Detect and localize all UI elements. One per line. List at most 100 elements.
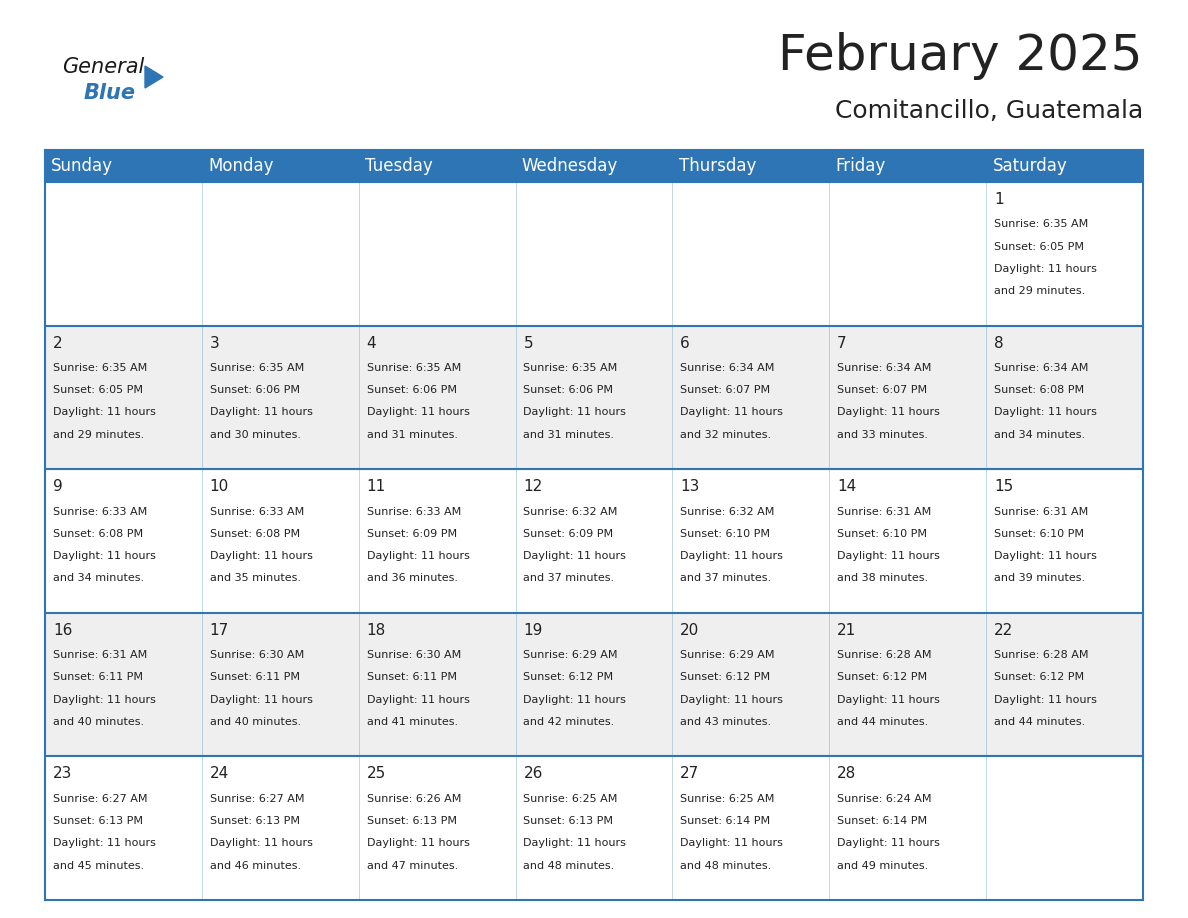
Text: and 38 minutes.: and 38 minutes. (838, 574, 928, 583)
Text: 7: 7 (838, 336, 847, 351)
Text: Sunset: 6:10 PM: Sunset: 6:10 PM (994, 529, 1083, 539)
Text: Sunday: Sunday (51, 157, 113, 175)
Text: Daylight: 11 hours: Daylight: 11 hours (52, 695, 156, 705)
Text: 18: 18 (367, 622, 386, 638)
Text: Sunrise: 6:27 AM: Sunrise: 6:27 AM (210, 794, 304, 804)
Text: Daylight: 11 hours: Daylight: 11 hours (681, 695, 783, 705)
Text: Daylight: 11 hours: Daylight: 11 hours (210, 695, 312, 705)
Text: 5: 5 (524, 336, 533, 351)
Text: Sunrise: 6:34 AM: Sunrise: 6:34 AM (681, 363, 775, 373)
Text: Daylight: 11 hours: Daylight: 11 hours (524, 408, 626, 418)
Text: 28: 28 (838, 767, 857, 781)
Text: Tuesday: Tuesday (365, 157, 432, 175)
Text: 6: 6 (681, 336, 690, 351)
Text: Sunset: 6:07 PM: Sunset: 6:07 PM (838, 386, 928, 395)
Bar (45, 756, 1143, 900)
Text: and 40 minutes.: and 40 minutes. (52, 717, 144, 727)
Text: 9: 9 (52, 479, 63, 494)
Text: Sunset: 6:10 PM: Sunset: 6:10 PM (681, 529, 770, 539)
Text: 20: 20 (681, 622, 700, 638)
Text: Daylight: 11 hours: Daylight: 11 hours (838, 838, 940, 848)
Text: Daylight: 11 hours: Daylight: 11 hours (681, 838, 783, 848)
Text: and 40 minutes.: and 40 minutes. (210, 717, 301, 727)
Text: Sunrise: 6:35 AM: Sunrise: 6:35 AM (210, 363, 304, 373)
Text: 8: 8 (994, 336, 1004, 351)
Text: Daylight: 11 hours: Daylight: 11 hours (994, 695, 1097, 705)
Text: Sunset: 6:14 PM: Sunset: 6:14 PM (838, 816, 928, 826)
Text: Sunset: 6:09 PM: Sunset: 6:09 PM (367, 529, 456, 539)
Text: 21: 21 (838, 622, 857, 638)
Text: 19: 19 (524, 622, 543, 638)
Text: Sunrise: 6:31 AM: Sunrise: 6:31 AM (994, 507, 1088, 517)
Text: Sunset: 6:06 PM: Sunset: 6:06 PM (524, 386, 613, 395)
Text: Sunset: 6:05 PM: Sunset: 6:05 PM (52, 386, 143, 395)
Text: 23: 23 (52, 767, 72, 781)
Polygon shape (145, 66, 163, 88)
Text: Sunset: 6:11 PM: Sunset: 6:11 PM (210, 672, 299, 682)
Text: Thursday: Thursday (678, 157, 756, 175)
Text: Sunrise: 6:24 AM: Sunrise: 6:24 AM (838, 794, 931, 804)
Text: and 44 minutes.: and 44 minutes. (994, 717, 1085, 727)
Text: 14: 14 (838, 479, 857, 494)
Text: General: General (62, 57, 144, 77)
Text: and 48 minutes.: and 48 minutes. (681, 860, 771, 870)
Text: Sunrise: 6:31 AM: Sunrise: 6:31 AM (838, 507, 931, 517)
Text: Sunrise: 6:30 AM: Sunrise: 6:30 AM (367, 650, 461, 660)
Text: Daylight: 11 hours: Daylight: 11 hours (524, 695, 626, 705)
Text: Sunset: 6:11 PM: Sunset: 6:11 PM (367, 672, 456, 682)
Text: and 41 minutes.: and 41 minutes. (367, 717, 457, 727)
Text: 10: 10 (210, 479, 229, 494)
Text: Sunset: 6:08 PM: Sunset: 6:08 PM (994, 386, 1085, 395)
Text: Sunset: 6:12 PM: Sunset: 6:12 PM (838, 672, 928, 682)
Text: and 30 minutes.: and 30 minutes. (210, 430, 301, 440)
Text: and 31 minutes.: and 31 minutes. (524, 430, 614, 440)
Text: Sunset: 6:05 PM: Sunset: 6:05 PM (994, 241, 1083, 252)
Text: Sunrise: 6:33 AM: Sunrise: 6:33 AM (52, 507, 147, 517)
Text: 2: 2 (52, 336, 63, 351)
Text: Sunset: 6:12 PM: Sunset: 6:12 PM (524, 672, 613, 682)
Text: Sunset: 6:08 PM: Sunset: 6:08 PM (52, 529, 143, 539)
Text: Daylight: 11 hours: Daylight: 11 hours (52, 838, 156, 848)
Text: Sunrise: 6:34 AM: Sunrise: 6:34 AM (838, 363, 931, 373)
Text: Sunrise: 6:33 AM: Sunrise: 6:33 AM (367, 507, 461, 517)
Text: Daylight: 11 hours: Daylight: 11 hours (210, 551, 312, 561)
Text: 17: 17 (210, 622, 229, 638)
Text: and 37 minutes.: and 37 minutes. (681, 574, 771, 583)
Text: and 44 minutes.: and 44 minutes. (838, 717, 928, 727)
Text: Sunset: 6:12 PM: Sunset: 6:12 PM (681, 672, 770, 682)
Bar (45, 469, 1143, 613)
Text: and 39 minutes.: and 39 minutes. (994, 574, 1085, 583)
Text: Saturday: Saturday (992, 157, 1067, 175)
Text: Sunrise: 6:29 AM: Sunrise: 6:29 AM (524, 650, 618, 660)
Bar (45, 613, 1143, 756)
Text: and 31 minutes.: and 31 minutes. (367, 430, 457, 440)
Text: Daylight: 11 hours: Daylight: 11 hours (367, 838, 469, 848)
Text: Daylight: 11 hours: Daylight: 11 hours (838, 408, 940, 418)
Text: and 47 minutes.: and 47 minutes. (367, 860, 457, 870)
Text: and 36 minutes.: and 36 minutes. (367, 574, 457, 583)
Text: 22: 22 (994, 622, 1013, 638)
Text: Daylight: 11 hours: Daylight: 11 hours (524, 551, 626, 561)
Text: Sunset: 6:06 PM: Sunset: 6:06 PM (367, 386, 456, 395)
Bar (45, 150, 1143, 182)
Text: Daylight: 11 hours: Daylight: 11 hours (367, 408, 469, 418)
Text: and 33 minutes.: and 33 minutes. (838, 430, 928, 440)
Text: 26: 26 (524, 767, 543, 781)
Text: Daylight: 11 hours: Daylight: 11 hours (52, 551, 156, 561)
Text: Monday: Monday (208, 157, 273, 175)
Text: 3: 3 (210, 336, 220, 351)
Text: Sunset: 6:14 PM: Sunset: 6:14 PM (681, 816, 770, 826)
Text: Sunrise: 6:26 AM: Sunrise: 6:26 AM (367, 794, 461, 804)
Text: Daylight: 11 hours: Daylight: 11 hours (210, 838, 312, 848)
Text: Sunrise: 6:34 AM: Sunrise: 6:34 AM (994, 363, 1088, 373)
Text: 16: 16 (52, 622, 72, 638)
Text: Blue: Blue (84, 83, 135, 103)
Text: Sunrise: 6:35 AM: Sunrise: 6:35 AM (52, 363, 147, 373)
Text: Sunrise: 6:25 AM: Sunrise: 6:25 AM (524, 794, 618, 804)
Text: and 43 minutes.: and 43 minutes. (681, 717, 771, 727)
Text: Sunset: 6:13 PM: Sunset: 6:13 PM (367, 816, 456, 826)
Text: and 42 minutes.: and 42 minutes. (524, 717, 614, 727)
Text: and 45 minutes.: and 45 minutes. (52, 860, 144, 870)
Text: and 37 minutes.: and 37 minutes. (524, 574, 614, 583)
Text: Daylight: 11 hours: Daylight: 11 hours (681, 551, 783, 561)
